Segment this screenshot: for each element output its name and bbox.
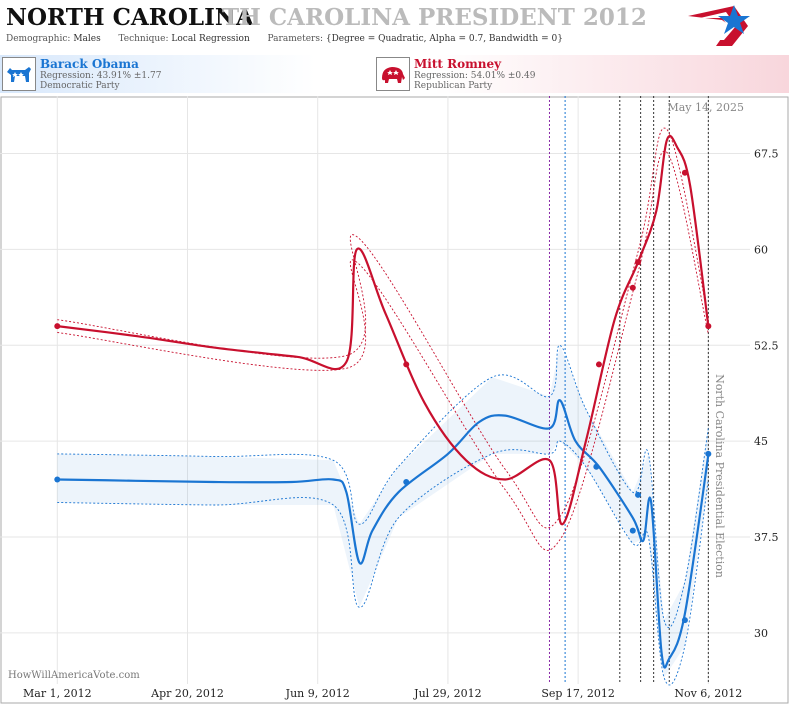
data-point: [681, 169, 688, 176]
watermark: HowWillAmericaVote.com: [8, 670, 140, 681]
candidate-bar: Barack Obama Regression: 43.91% ±1.77 De…: [0, 55, 789, 93]
donkey-icon: [2, 57, 36, 91]
x-tick-label: Nov 6, 2012: [674, 687, 742, 700]
x-tick-labels: Mar 1, 2012 Apr 20, 2012 Jun 9, 2012 Jul 29…: [23, 687, 742, 700]
candidate-name: Barack Obama: [40, 57, 139, 71]
data-point: [705, 450, 712, 457]
confidence-lower: [57, 150, 709, 551]
candidate-party: Republican Party: [414, 81, 493, 91]
data-point: [705, 323, 712, 330]
data-point: [629, 284, 636, 291]
data-point: [403, 361, 410, 368]
series-line: [57, 135, 710, 526]
param-key: Technique:: [118, 34, 169, 44]
confidence-lower: [57, 440, 709, 686]
confidence-upper: [57, 127, 709, 529]
series-lines: [57, 135, 710, 669]
data-point: [635, 491, 642, 498]
data-point: [593, 463, 600, 470]
data-point: [54, 476, 61, 483]
data-point: [629, 527, 636, 534]
x-tick-label: Jul 29, 2012: [413, 687, 482, 700]
elephant-icon: [376, 57, 410, 91]
site-logo-icon: [688, 5, 750, 46]
param-value: Local Regression: [171, 34, 250, 44]
param-value: Males: [73, 34, 101, 44]
chart-header: NORTH CAROLINA TH CAROLINA PRESIDENT 201…: [0, 0, 789, 52]
data-point: [681, 617, 688, 624]
candidate-regression: Regression: 43.91% ±1.77: [40, 71, 162, 81]
data-point: [595, 361, 602, 368]
x-tick-label: Sep 17, 2012: [541, 687, 615, 700]
param-key: Demographic:: [6, 34, 71, 44]
param-value: {Degree = Quadratic, Alpha = 0.7, Bandwi…: [325, 34, 563, 44]
y-tick-labels: 30 37.5 45 52.5 60 67.5: [754, 148, 779, 640]
candidate-regression: Regression: 54.01% ±0.49: [414, 71, 536, 81]
y-tick-label: 60: [754, 243, 768, 256]
candidate-name: Mitt Romney: [414, 57, 502, 71]
data-points: [54, 169, 712, 624]
y-tick-label: 52.5: [754, 339, 779, 352]
data-point: [54, 323, 61, 330]
x-tick-label: Jun 9, 2012: [285, 687, 350, 700]
candidate-party: Democratic Party: [40, 81, 120, 91]
y-tick-label: 67.5: [754, 148, 779, 161]
x-tick-label: Mar 1, 2012: [23, 687, 92, 700]
title-race: TH CAROLINA PRESIDENT 2012: [222, 4, 647, 31]
data-point: [635, 259, 642, 266]
y-tick-label: 37.5: [754, 531, 779, 544]
date-label: May 14, 2025: [667, 101, 744, 114]
series-line: [57, 399, 710, 669]
event-lines: [548, 96, 709, 684]
parameters-line: Demographic: Males Technique: Local Regr…: [6, 34, 563, 44]
y-tick-label: 45: [754, 435, 768, 448]
y-tick-label: 30: [754, 627, 768, 640]
title-state: NORTH CAROLINA: [6, 4, 254, 31]
election-label: North Carolina Presidential Election: [713, 374, 726, 578]
param-key: Parameters:: [267, 34, 323, 44]
regression-chart: 30 37.5 45 52.5 60 67.5 Mar 1, 2012 Apr 20, 20…: [0, 96, 789, 704]
x-tick-label: Apr 20, 2012: [150, 687, 224, 700]
data-point: [403, 479, 410, 486]
